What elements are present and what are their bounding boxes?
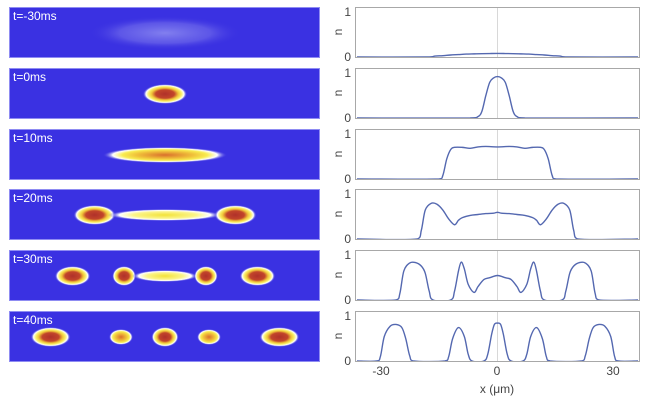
time-label: t=40ms <box>13 313 53 327</box>
y-axis-label: n <box>331 271 345 279</box>
density-blob <box>30 327 71 347</box>
density-blob <box>142 84 188 104</box>
y-axis-label: n <box>331 150 345 158</box>
x-axis-label: x (μm) <box>479 382 515 396</box>
density-blob <box>151 327 179 347</box>
time-label: t=-30ms <box>13 9 57 23</box>
profile-line <box>356 261 639 301</box>
y-tick-label: 0 <box>344 354 351 368</box>
density-image: t=0ms <box>9 68 320 119</box>
plot-frame <box>355 311 640 362</box>
x-tick-label: -30 <box>372 364 390 378</box>
y-axis-label: n <box>331 210 345 218</box>
y-axis-label: n <box>331 89 345 97</box>
density-profile-plot <box>355 68 640 119</box>
y-tick-label: 1 <box>344 309 351 324</box>
density-image: t=40ms <box>9 311 320 362</box>
time-label: t=10ms <box>13 131 53 145</box>
y-tick-label: 0 <box>344 232 351 246</box>
density-image: t=30ms <box>9 250 320 301</box>
density-blob <box>73 205 116 225</box>
x-tick-label: 30 <box>606 364 620 378</box>
y-tick-label: 0 <box>344 50 351 64</box>
y-tick-label: 0 <box>344 172 351 186</box>
density-blob <box>196 329 222 345</box>
density-blob <box>239 266 276 286</box>
density-profile-plot <box>355 129 640 180</box>
plot-frame <box>355 129 640 180</box>
density-image-canvas <box>54 266 276 286</box>
density-blob <box>88 16 242 50</box>
density-profile-plot <box>355 7 640 58</box>
y-tick-label: 1 <box>344 248 351 263</box>
density-image-canvas <box>88 16 242 50</box>
plot-frame <box>355 189 640 240</box>
density-blob <box>194 266 218 286</box>
density-image-canvas <box>30 327 300 347</box>
profile-line <box>356 202 639 240</box>
density-blob <box>107 209 223 221</box>
density-blob <box>259 327 300 347</box>
x-tick-label: 0 <box>493 364 501 378</box>
density-image: t=20ms <box>9 189 320 240</box>
plot-frame <box>355 7 640 58</box>
density-image-canvas <box>102 147 228 163</box>
density-image: t=-30ms <box>9 7 320 58</box>
time-label: t=20ms <box>13 191 53 205</box>
density-profile-plot <box>355 311 640 362</box>
density-blob <box>112 266 136 286</box>
density-image-canvas <box>73 205 257 225</box>
time-label: t=0ms <box>13 70 47 84</box>
density-blob <box>214 205 257 225</box>
y-axis-label: n <box>331 28 345 36</box>
profile-line <box>356 145 639 180</box>
time-label: t=30ms <box>13 252 53 266</box>
plot-frame <box>355 250 640 301</box>
y-tick-label: 1 <box>344 66 351 81</box>
y-axis-label: n <box>331 332 345 340</box>
density-blob <box>108 329 134 345</box>
y-tick-label: 1 <box>344 127 351 142</box>
density-blob <box>54 266 91 286</box>
density-profile-plot <box>355 189 640 240</box>
profile-line <box>356 75 639 119</box>
profile-line <box>356 52 639 58</box>
density-blob <box>102 147 228 163</box>
y-tick-label: 0 <box>344 293 351 307</box>
y-tick-label: 0 <box>344 111 351 125</box>
plot-frame <box>355 68 640 119</box>
density-image: t=10ms <box>9 129 320 180</box>
y-tick-label: 1 <box>344 5 351 20</box>
density-blob <box>132 270 198 282</box>
y-tick-label: 1 <box>344 187 351 202</box>
density-image-canvas <box>142 84 188 104</box>
density-profile-plot <box>355 250 640 301</box>
profile-line <box>356 322 639 362</box>
